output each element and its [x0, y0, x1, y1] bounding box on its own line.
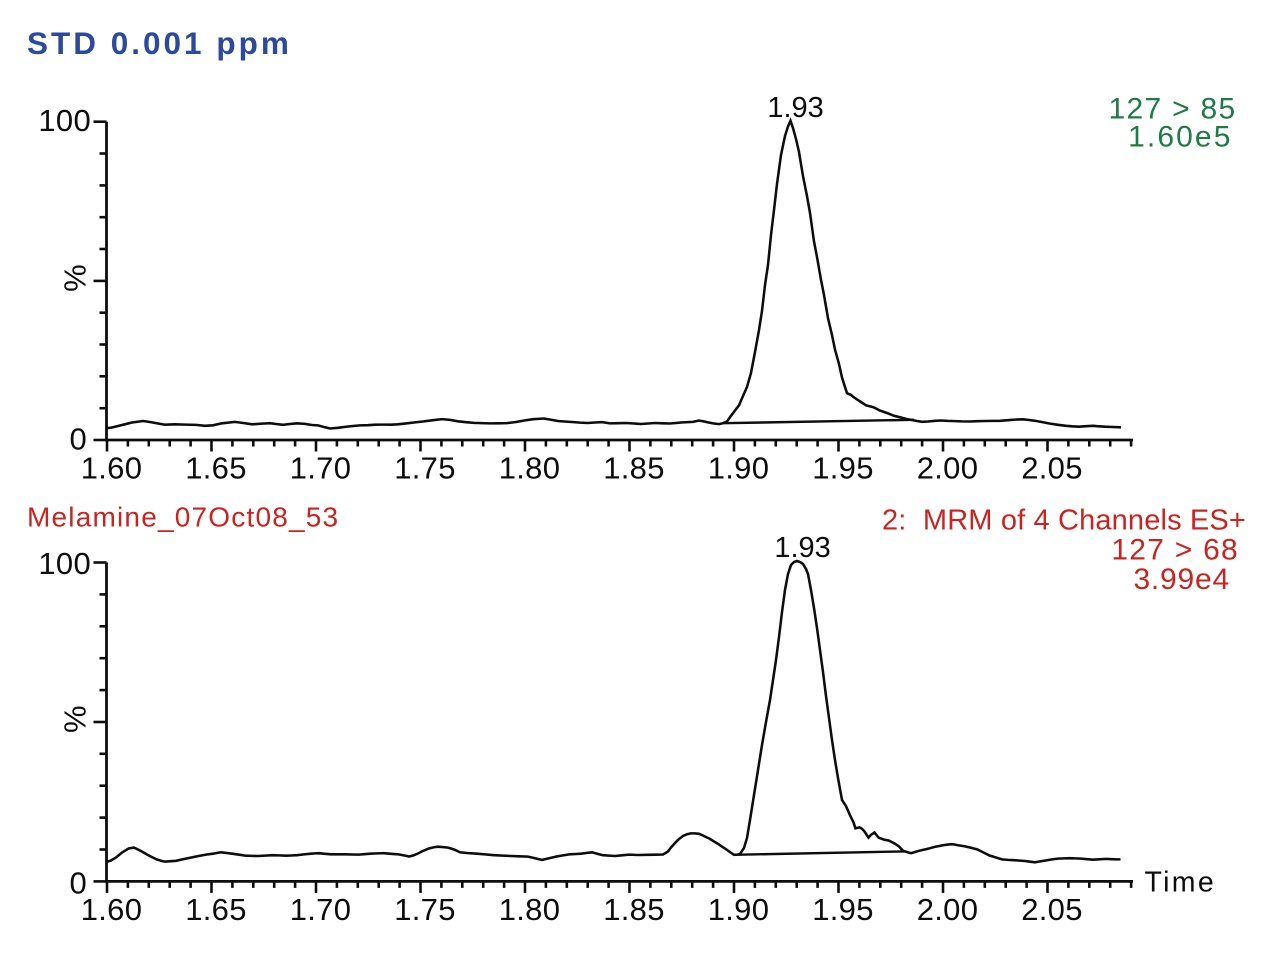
svg-text:1.93: 1.93 [774, 532, 830, 564]
svg-text:1.60: 1.60 [81, 451, 143, 486]
svg-text:Time: Time [1145, 867, 1216, 899]
svg-text:1.95: 1.95 [812, 451, 874, 486]
svg-text:1.70: 1.70 [290, 451, 352, 486]
svg-text:100: 100 [38, 103, 91, 138]
svg-text:1.95: 1.95 [812, 892, 874, 927]
svg-text:1.65: 1.65 [185, 451, 247, 486]
svg-text:2: MRM of 4 Channels ES+: 2: MRM of 4 Channels ES+ [882, 505, 1246, 537]
svg-text:0: 0 [69, 422, 87, 457]
svg-text:1.60: 1.60 [81, 892, 143, 927]
svg-text:2.05: 2.05 [1021, 451, 1083, 486]
svg-text:1.93: 1.93 [767, 92, 823, 124]
svg-text:127 > 85: 127 > 85 [1108, 93, 1236, 126]
svg-text:100: 100 [38, 546, 91, 581]
svg-text:2.00: 2.00 [917, 451, 979, 486]
svg-text:1.75: 1.75 [394, 451, 456, 486]
svg-text:2.00: 2.00 [917, 892, 979, 927]
svg-text:1.90: 1.90 [708, 892, 770, 927]
svg-text:3.99e4: 3.99e4 [1133, 563, 1230, 596]
svg-text:1.75: 1.75 [394, 892, 456, 927]
svg-text:1.90: 1.90 [708, 451, 770, 486]
svg-text:2.05: 2.05 [1021, 892, 1083, 927]
svg-text:1.80: 1.80 [499, 451, 561, 486]
svg-text:1.70: 1.70 [290, 892, 352, 927]
svg-text:1.65: 1.65 [185, 892, 247, 927]
svg-text:1.60e5: 1.60e5 [1128, 121, 1232, 154]
svg-text:%: % [58, 264, 93, 292]
svg-text:127 > 68: 127 > 68 [1111, 534, 1239, 567]
svg-text:%: % [58, 705, 93, 733]
svg-text:Melamine_07Oct08_53: Melamine_07Oct08_53 [27, 502, 339, 533]
svg-text:STD 0.001 ppm: STD 0.001 ppm [27, 25, 292, 61]
svg-text:1.80: 1.80 [499, 892, 561, 927]
svg-text:1.85: 1.85 [603, 451, 665, 486]
svg-text:1.85: 1.85 [603, 892, 665, 927]
svg-text:0: 0 [69, 865, 87, 900]
